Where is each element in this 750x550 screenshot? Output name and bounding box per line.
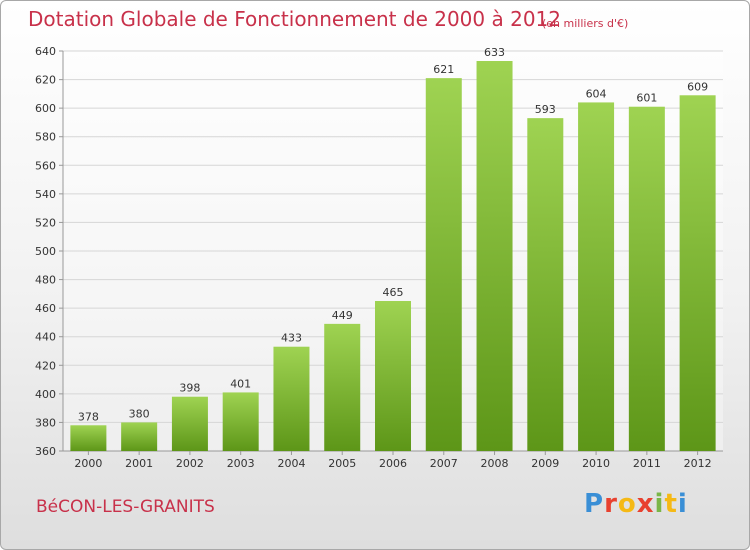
- data-label: 378: [78, 410, 99, 423]
- bar: [527, 118, 564, 452]
- logo-letter: P: [584, 489, 605, 519]
- data-label: 601: [636, 92, 657, 105]
- x-tick-label: 2002: [176, 457, 204, 470]
- logo-letter: x: [636, 489, 655, 519]
- x-tick-label: 2005: [328, 457, 356, 470]
- bar: [171, 396, 208, 451]
- data-label: 401: [230, 377, 251, 390]
- logo-letter: i: [677, 489, 688, 519]
- x-tick-label: 2008: [481, 457, 509, 470]
- y-tick-label: 440: [35, 331, 56, 344]
- data-label: 604: [586, 87, 607, 100]
- x-tick-label: 2000: [74, 457, 102, 470]
- bar: [273, 346, 310, 451]
- bar: [578, 102, 615, 451]
- x-tick-label: 2001: [125, 457, 153, 470]
- data-label: 593: [535, 103, 556, 116]
- chart-title: Dotation Globale de Fonctionnement de 20…: [28, 7, 561, 31]
- logo-letter: o: [617, 489, 637, 519]
- data-label: 465: [383, 286, 404, 299]
- bar: [679, 95, 716, 452]
- logo-letter: r: [604, 489, 618, 519]
- x-tick-label: 2006: [379, 457, 407, 470]
- x-tick-label: 2010: [582, 457, 610, 470]
- y-tick-label: 420: [35, 359, 56, 372]
- x-tick-label: 2004: [277, 457, 305, 470]
- y-tick-label: 540: [35, 188, 56, 201]
- bar: [70, 425, 107, 451]
- x-tick-label: 2012: [684, 457, 712, 470]
- y-tick-label: 600: [35, 102, 56, 115]
- data-label: 609: [687, 80, 708, 93]
- x-tick-label: 2007: [430, 457, 458, 470]
- y-tick-label: 380: [35, 416, 56, 429]
- bar: [628, 106, 665, 451]
- logo-letter: t: [664, 489, 678, 519]
- y-tick-label: 560: [35, 159, 56, 172]
- data-label: 380: [129, 407, 150, 420]
- data-label: 449: [332, 309, 353, 322]
- y-tick-label: 360: [35, 445, 56, 458]
- x-tick-label: 2003: [227, 457, 255, 470]
- chart-unit: (en milliers d'€): [542, 17, 629, 30]
- y-tick-label: 620: [35, 74, 56, 87]
- y-tick-label: 640: [35, 45, 56, 58]
- commune-name: BéCON-LES-GRANITS: [36, 497, 215, 517]
- bar: [375, 301, 411, 451]
- y-tick-label: 480: [35, 274, 56, 287]
- data-label: 621: [433, 63, 454, 76]
- proxiti-logo: Proxiti: [584, 489, 688, 519]
- bar: [425, 78, 462, 452]
- bar: [222, 392, 259, 451]
- y-tick-label: 500: [35, 245, 56, 258]
- bar: [324, 323, 361, 451]
- y-tick-label: 460: [35, 302, 56, 315]
- x-tick-label: 2009: [531, 457, 559, 470]
- y-tick-label: 580: [35, 131, 56, 144]
- data-label: 398: [179, 382, 200, 395]
- bar: [476, 61, 513, 451]
- y-tick-label: 400: [35, 388, 56, 401]
- logo-letter: i: [654, 489, 665, 519]
- y-tick-label: 520: [35, 216, 56, 229]
- x-tick-label: 2011: [633, 457, 661, 470]
- data-label: 433: [281, 332, 302, 345]
- bar: [121, 422, 158, 451]
- data-label: 633: [484, 46, 505, 59]
